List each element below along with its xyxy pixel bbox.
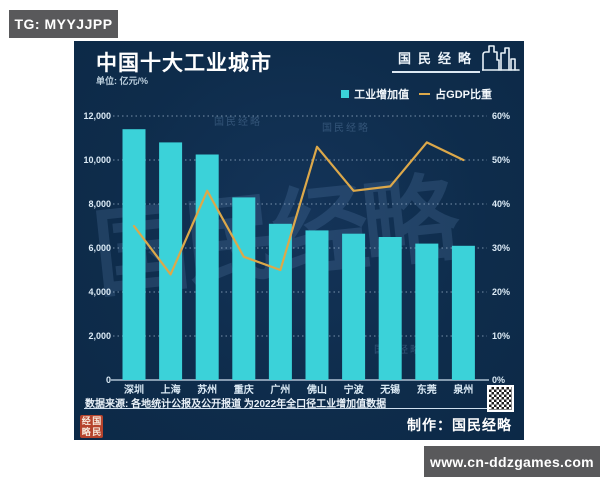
legend-label: 占GDP比重 [435,89,492,101]
svg-text:8,000: 8,000 [88,199,111,209]
svg-text:上海: 上海 [161,383,181,396]
legend-item-line: 占GDP比重 [419,86,492,102]
bar-宁波 [342,233,366,380]
bar-重庆 [232,197,256,380]
page-title: 中国十大工业城市 [96,52,272,75]
brand-logo: 国民经略 [391,41,520,73]
svg-text:20%: 20% [492,287,510,297]
footer-divider [84,408,514,409]
line-swatch-icon [419,92,431,96]
website-watermark-bar: www.cn-ddzgames.com [424,446,600,477]
tg-badge: TG: MYYJJPP [9,10,118,38]
svg-text:12,000: 12,000 [83,111,111,121]
svg-text:2,000: 2,000 [88,331,111,341]
x-axis-labels: 深圳 上海 苏州 重庆 广州 佛山 宁波 无锡 东莞 泉州 [124,383,473,396]
line-series [132,141,465,276]
bar-swatch-icon [341,90,350,98]
svg-text:泉州: 泉州 [452,383,473,396]
city-skyline-icon [482,45,520,71]
bar-泉州 [451,245,475,380]
bar-无锡 [378,237,402,380]
svg-text:0: 0 [106,375,111,385]
bar-深圳 [122,129,146,380]
svg-text:东莞: 东莞 [417,383,437,396]
seal-char: 民 [92,426,102,437]
svg-text:0%: 0% [492,375,505,385]
axis-ticks: 0 0% 2,000 10% 4,000 20% 6,000 30% 8,000 40% 10,00… [83,111,510,385]
bar-苏州 [195,154,219,380]
legend-label: 工业增加值 [354,89,410,101]
infographic-card: 国民经略 国民经略 国民经略 国民经略 中国十大工业城市 单位: 亿元/% 国民… [74,41,524,440]
svg-text:广州: 广州 [270,383,290,396]
qr-code [487,385,514,412]
combo-chart: 0 0% 2,000 10% 4,000 20% 6,000 30% 8,000 40% 10,00… [83,111,510,396]
svg-text:10,000: 10,000 [83,155,111,165]
svg-text:4,000: 4,000 [88,287,111,297]
svg-text:50%: 50% [492,155,510,165]
maker-credit: 制作：国民经略 [407,417,512,433]
svg-text:重庆: 重庆 [234,383,254,396]
seal-char: 国 [92,416,102,426]
red-seal-stamp: 经 国 略 民 [80,415,103,438]
svg-text:宁波: 宁波 [344,383,365,396]
bar-上海 [159,142,183,380]
svg-text:苏州: 苏州 [197,383,217,396]
legend: 工业增加值 占GDP比重 [341,86,492,102]
svg-text:60%: 60% [492,111,510,121]
unit-label: 单位: 亿元/% [96,76,149,86]
bar-广州 [268,223,292,380]
svg-text:10%: 10% [492,331,510,341]
svg-text:30%: 30% [492,243,510,253]
bar-佛山 [305,230,329,380]
legend-item-bar: 工业增加值 [341,86,409,102]
bar-series [122,129,475,380]
data-source-note: 数据来源: 各地统计公报及公开报道 为2022年全口径工业增加值数据 [85,399,387,410]
brand-name: 国民经略 [391,41,480,73]
seal-char: 经 [81,416,91,426]
svg-text:6,000: 6,000 [88,243,111,253]
svg-text:佛山: 佛山 [306,383,327,396]
svg-text:40%: 40% [492,199,510,209]
seal-char: 略 [81,426,91,437]
bar-东莞 [415,243,439,380]
svg-text:无锡: 无锡 [379,383,400,396]
svg-text:深圳: 深圳 [124,383,144,396]
